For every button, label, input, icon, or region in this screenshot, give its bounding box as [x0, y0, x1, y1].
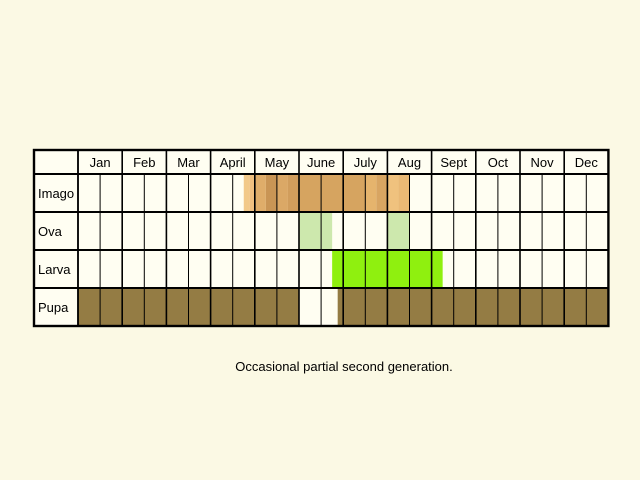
stage-bar-ova [387, 212, 410, 250]
row-label-imago: Imago [38, 186, 74, 201]
table-border [32, 148, 610, 328]
month-label: Oct [488, 155, 509, 170]
stage-bar-imago [265, 174, 277, 212]
chart-caption: Occasional partial second generation. [235, 359, 453, 374]
stage-bar-imago [376, 174, 388, 212]
month-label: Dec [575, 155, 599, 170]
row-label-ova: Ova [38, 224, 63, 239]
month-label: Jan [90, 155, 111, 170]
month-label: July [354, 155, 378, 170]
month-label: June [307, 155, 335, 170]
stage-bar-imago [287, 174, 299, 212]
stage-bar-imago [299, 174, 322, 212]
stage-bar-imago [276, 174, 288, 212]
stage-bar-imago [387, 174, 399, 212]
month-label: Nov [531, 155, 555, 170]
stage-bar-imago [398, 174, 410, 212]
month-label: Aug [398, 155, 421, 170]
stage-bar-imago [243, 174, 250, 212]
month-label: Sept [440, 155, 467, 170]
row-label-pupa: Pupa [38, 300, 69, 315]
month-label: Mar [177, 155, 200, 170]
stage-bar-imago [365, 174, 377, 212]
stage-bar-imago [249, 174, 255, 212]
month-label: April [220, 155, 246, 170]
row-label-larva: Larva [38, 262, 71, 277]
stage-bar-ova [299, 212, 333, 250]
stage-bar-imago [254, 174, 266, 212]
month-label: May [265, 155, 290, 170]
stage-bar-pupa [337, 288, 344, 326]
month-label: Feb [133, 155, 155, 170]
